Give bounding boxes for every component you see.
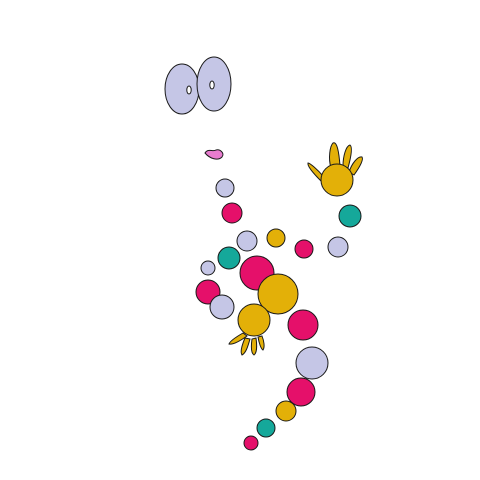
dot <box>257 273 299 315</box>
dot <box>286 377 316 407</box>
dot <box>200 260 216 276</box>
dot <box>338 204 362 228</box>
dot <box>243 435 259 451</box>
dot <box>217 246 241 270</box>
dot <box>287 309 319 341</box>
dot <box>295 346 329 380</box>
lower-hand <box>228 303 271 356</box>
mouth <box>204 149 224 160</box>
dot <box>327 236 349 258</box>
dot <box>221 202 243 224</box>
raised-hand <box>307 142 363 197</box>
dot <box>215 178 235 198</box>
eyes <box>164 56 232 115</box>
left-eye <box>164 63 200 115</box>
dot <box>294 239 314 259</box>
dot <box>266 228 286 248</box>
right-eye <box>196 56 232 112</box>
dot <box>209 294 235 320</box>
dot <box>256 418 276 438</box>
body-dots <box>195 178 362 451</box>
dot <box>236 230 258 252</box>
dot <box>275 400 297 422</box>
